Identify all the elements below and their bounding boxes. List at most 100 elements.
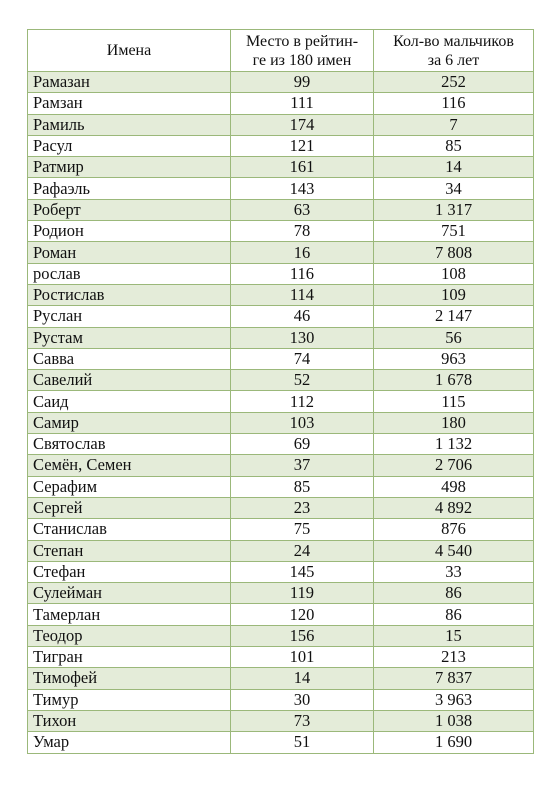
table-row: Семён, Семен 37 2 706 xyxy=(27,454,534,477)
table-row: рослав 116 108 xyxy=(27,262,534,285)
rank-cell: 114 xyxy=(230,283,374,307)
table-row: Степан 24 4 540 xyxy=(27,539,534,562)
rank-cell: 111 xyxy=(230,92,374,115)
table-row: Расул 121 85 xyxy=(27,134,534,158)
count-cell: 86 xyxy=(373,582,534,605)
name-cell: Рафаэль xyxy=(27,177,231,200)
name-cell: Семён, Семен xyxy=(27,454,231,477)
name-cell: Саид xyxy=(27,390,231,413)
rank-cell: 156 xyxy=(230,624,374,648)
table-row: Рафаэль 143 34 xyxy=(27,177,534,200)
name-cell: Святослав xyxy=(27,433,231,456)
table-row: Сулейман 119 86 xyxy=(27,582,534,605)
name-cell: Тихон xyxy=(27,709,231,733)
rank-cell: 52 xyxy=(230,369,374,392)
count-cell: 85 xyxy=(373,134,534,158)
name-cell: Роман xyxy=(27,241,231,264)
table-row: Самир 103 180 xyxy=(27,411,534,435)
name-cell: Сулейман xyxy=(27,582,231,605)
names-table: Имена Место в рейтин- ге из 180 имен Кол… xyxy=(27,29,534,754)
table-row: Ростислав 114 109 xyxy=(27,283,534,307)
count-cell: 7 808 xyxy=(373,241,534,264)
count-cell: 34 xyxy=(373,177,534,200)
name-cell: Родион xyxy=(27,220,231,243)
rank-cell: 112 xyxy=(230,390,374,413)
rank-cell: 74 xyxy=(230,347,374,371)
table-row: Рустам 130 56 xyxy=(27,326,534,349)
count-cell: 1 678 xyxy=(373,369,534,392)
name-cell: Серафим xyxy=(27,475,231,498)
name-cell: Умар xyxy=(27,731,231,754)
count-cell: 498 xyxy=(373,475,534,498)
header-count-line-1: Кол-во мальчиков xyxy=(393,32,514,50)
rank-cell: 23 xyxy=(230,496,374,520)
name-cell: Савелий xyxy=(27,369,231,392)
rank-cell: 143 xyxy=(230,177,374,200)
rank-cell: 145 xyxy=(230,560,374,584)
rank-cell: 46 xyxy=(230,305,374,328)
header-count: Кол-во мальчиков за 6 лет xyxy=(373,29,534,72)
name-cell: Тигран xyxy=(27,646,231,669)
count-cell: 56 xyxy=(373,326,534,349)
table-row: Тихон 73 1 038 xyxy=(27,709,534,733)
name-cell: Роберт xyxy=(27,198,231,222)
table-row: Тимур 30 3 963 xyxy=(27,688,534,711)
count-cell: 1 690 xyxy=(373,731,534,754)
table-row: Теодор 156 15 xyxy=(27,624,534,648)
header-names: Имена xyxy=(27,29,231,72)
count-cell: 4 540 xyxy=(373,539,534,562)
rank-cell: 120 xyxy=(230,603,374,626)
table-row: Тигран 101 213 xyxy=(27,646,534,669)
rank-cell: 130 xyxy=(230,326,374,349)
count-cell: 115 xyxy=(373,390,534,413)
name-cell: Ратмир xyxy=(27,156,231,179)
table-row: Тамерлан 120 86 xyxy=(27,603,534,626)
name-cell: Расул xyxy=(27,134,231,158)
table-row: Рамиль 174 7 xyxy=(27,113,534,136)
count-cell: 109 xyxy=(373,283,534,307)
rank-cell: 73 xyxy=(230,709,374,733)
count-cell: 4 892 xyxy=(373,496,534,520)
rank-cell: 121 xyxy=(230,134,374,158)
name-cell: Тимур xyxy=(27,688,231,711)
count-cell: 1 038 xyxy=(373,709,534,733)
name-cell: Теодор xyxy=(27,624,231,648)
name-cell: Рустам xyxy=(27,326,231,349)
table-row: Сергей 23 4 892 xyxy=(27,496,534,520)
table-row: Савва 74 963 xyxy=(27,347,534,371)
rank-cell: 101 xyxy=(230,646,374,669)
count-cell: 180 xyxy=(373,411,534,435)
rank-cell: 30 xyxy=(230,688,374,711)
table-row: Ратмир 161 14 xyxy=(27,156,534,179)
table-row: Роман 16 7 808 xyxy=(27,241,534,264)
rank-cell: 99 xyxy=(230,70,374,94)
count-cell: 14 xyxy=(373,156,534,179)
rank-cell: 161 xyxy=(230,156,374,179)
table-body: Рамазан 99 252 Рамзан 111 116 Рамиль 174 7 Расул 1… xyxy=(27,70,534,754)
count-cell: 33 xyxy=(373,560,534,584)
count-cell: 963 xyxy=(373,347,534,371)
table-row: Рамазан 99 252 xyxy=(27,70,534,94)
name-cell: Савва xyxy=(27,347,231,371)
table-row: Саид 112 115 xyxy=(27,390,534,413)
table-row: Рамзан 111 116 xyxy=(27,92,534,115)
table-row: Станислав 75 876 xyxy=(27,518,534,541)
rank-cell: 16 xyxy=(230,241,374,264)
rank-cell: 78 xyxy=(230,220,374,243)
count-cell: 751 xyxy=(373,220,534,243)
name-cell: Тамерлан xyxy=(27,603,231,626)
name-cell: Степан xyxy=(27,539,231,562)
table-row: Родион 78 751 xyxy=(27,220,534,243)
rank-cell: 14 xyxy=(230,667,374,690)
count-cell: 1 317 xyxy=(373,198,534,222)
table-row: Святослав 69 1 132 xyxy=(27,433,534,456)
table-row: Серафим 85 498 xyxy=(27,475,534,498)
table-row: Роберт 63 1 317 xyxy=(27,198,534,222)
name-cell: Ростислав xyxy=(27,283,231,307)
count-cell: 2 147 xyxy=(373,305,534,328)
name-cell: Руслан xyxy=(27,305,231,328)
count-cell: 7 837 xyxy=(373,667,534,690)
name-cell: Рамиль xyxy=(27,113,231,136)
count-cell: 1 132 xyxy=(373,433,534,456)
count-cell: 876 xyxy=(373,518,534,541)
